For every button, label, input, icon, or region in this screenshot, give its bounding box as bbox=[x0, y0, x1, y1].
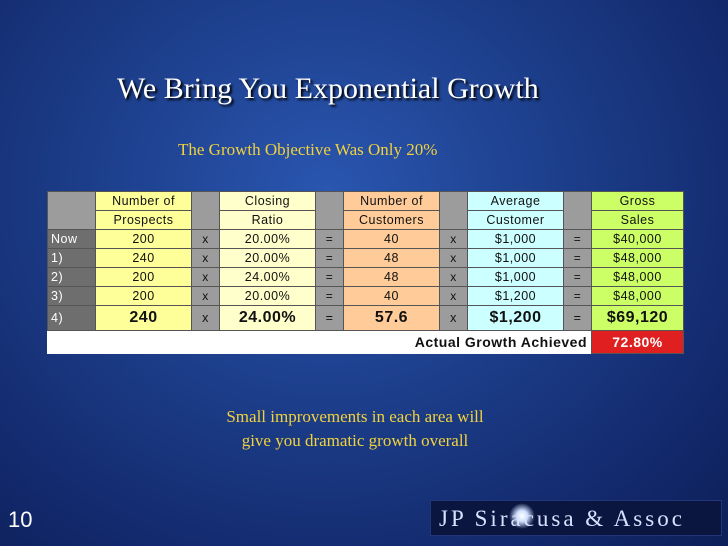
table-row: 1) 240 x 20.00% = 48 x $1,000 = $48,000 bbox=[47, 248, 684, 268]
prospects-cell: 240 bbox=[95, 305, 192, 331]
closing-cell: 20.00% bbox=[219, 248, 316, 268]
header-customers-2: Customers bbox=[343, 210, 440, 230]
closing-cell: 24.00% bbox=[219, 305, 316, 331]
header-row-2: Prospects Ratio Customers Customer Sales bbox=[48, 210, 684, 230]
equals-operator: = bbox=[315, 248, 344, 268]
prospects-cell: 200 bbox=[95, 267, 192, 287]
header-op-blank bbox=[191, 191, 220, 230]
closing-cell: 24.00% bbox=[219, 267, 316, 287]
average-cell: $1,200 bbox=[467, 286, 564, 306]
equals-operator: = bbox=[315, 286, 344, 306]
customers-cell: 48 bbox=[343, 267, 440, 287]
improvement-note: Small improvements in each area will giv… bbox=[190, 405, 520, 453]
header-label-blank bbox=[47, 191, 96, 230]
note-line-2: give you dramatic growth overall bbox=[241, 431, 469, 450]
equals-operator: = bbox=[315, 229, 344, 249]
times-operator: x bbox=[191, 267, 220, 287]
times-operator: x bbox=[439, 305, 468, 331]
customers-cell: 40 bbox=[343, 286, 440, 306]
header-op-blank bbox=[439, 191, 468, 230]
company-logo: JP Siracusa & Assoc bbox=[430, 500, 722, 536]
closing-cell: 20.00% bbox=[219, 229, 316, 249]
table-row: 2) 200 x 24.00% = 48 x $1,000 = $48,000 bbox=[47, 267, 684, 287]
equals-operator: = bbox=[563, 286, 592, 306]
times-operator: x bbox=[191, 229, 220, 249]
times-operator: x bbox=[439, 248, 468, 268]
header-gross-1: Gross bbox=[591, 191, 684, 211]
row-label: 2) bbox=[47, 267, 96, 287]
row-label: 1) bbox=[47, 248, 96, 268]
equals-operator: = bbox=[563, 305, 592, 331]
closing-cell: 20.00% bbox=[219, 286, 316, 306]
header-average-1: Average bbox=[467, 191, 564, 211]
average-cell: $1,200 bbox=[467, 305, 564, 331]
table-row: Now 200 x 20.00% = 40 x $1,000 = $40,000 bbox=[47, 229, 684, 249]
equals-operator: = bbox=[315, 267, 344, 287]
equals-operator: = bbox=[563, 229, 592, 249]
header-closing-1: Closing bbox=[219, 191, 316, 211]
actual-growth-row: Actual Growth Achieved 72.80% bbox=[47, 330, 684, 354]
prospects-cell: 200 bbox=[95, 229, 192, 249]
row-label: Now bbox=[47, 229, 96, 249]
average-cell: $1,000 bbox=[467, 229, 564, 249]
slide-number: 10 bbox=[8, 507, 33, 532]
table-row: 3) 200 x 20.00% = 40 x $1,200 = $48,000 bbox=[47, 286, 684, 306]
gross-cell: $48,000 bbox=[591, 267, 684, 287]
customers-cell: 40 bbox=[343, 229, 440, 249]
header-prospects-2: Prospects bbox=[95, 210, 192, 230]
times-operator: x bbox=[191, 248, 220, 268]
average-cell: $1,000 bbox=[467, 267, 564, 287]
header-customers-1: Number of bbox=[343, 191, 440, 211]
equals-operator: = bbox=[315, 305, 344, 331]
times-operator: x bbox=[439, 286, 468, 306]
gross-cell: $69,120 bbox=[591, 305, 684, 331]
equals-operator: = bbox=[563, 267, 592, 287]
slide-title: We Bring You Exponential Growth bbox=[117, 72, 539, 105]
header-op-blank bbox=[315, 191, 344, 230]
header-row-1: Number of Closing Number of Average Gros… bbox=[47, 191, 684, 230]
growth-table: Number of Closing Number of Average Gros… bbox=[47, 191, 684, 354]
gross-cell: $40,000 bbox=[591, 229, 684, 249]
header-gross-2: Sales bbox=[591, 210, 684, 230]
times-operator: x bbox=[191, 305, 220, 331]
header-closing-2: Ratio bbox=[219, 210, 316, 230]
times-operator: x bbox=[439, 267, 468, 287]
header-average-2: Customer bbox=[467, 210, 564, 230]
logo-text: JP Siracusa & Assoc bbox=[439, 506, 685, 531]
prospects-cell: 240 bbox=[95, 248, 192, 268]
slide-subtitle: The Growth Objective Was Only 20% bbox=[178, 140, 438, 159]
times-operator: x bbox=[439, 229, 468, 249]
customers-cell: 48 bbox=[343, 248, 440, 268]
note-line-1: Small improvements in each area will bbox=[226, 407, 484, 426]
gross-cell: $48,000 bbox=[591, 248, 684, 268]
actual-growth-value: 72.80% bbox=[591, 330, 684, 354]
header-op-blank bbox=[563, 191, 592, 230]
actual-growth-label: Actual Growth Achieved bbox=[47, 330, 592, 354]
prospects-cell: 200 bbox=[95, 286, 192, 306]
gross-cell: $48,000 bbox=[591, 286, 684, 306]
row-label: 4) bbox=[47, 305, 96, 331]
times-operator: x bbox=[191, 286, 220, 306]
row-label: 3) bbox=[47, 286, 96, 306]
header-prospects-1: Number of bbox=[95, 191, 192, 211]
star-flare-icon bbox=[509, 503, 535, 529]
growth-table-container: Number of Closing Number of Average Gros… bbox=[47, 191, 684, 354]
average-cell: $1,000 bbox=[467, 248, 564, 268]
equals-operator: = bbox=[563, 248, 592, 268]
customers-cell: 57.6 bbox=[343, 305, 440, 331]
table-row-combined: 4) 240 x 24.00% = 57.6 x $1,200 = $69,12… bbox=[47, 305, 684, 331]
